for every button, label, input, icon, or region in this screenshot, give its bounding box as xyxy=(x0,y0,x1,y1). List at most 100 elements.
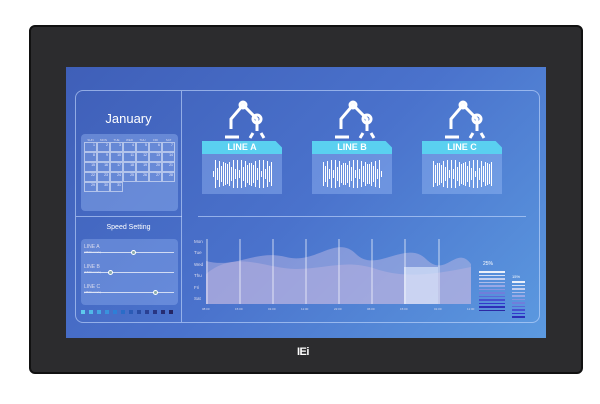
bar xyxy=(364,161,366,187)
calendar-day[interactable]: 3 xyxy=(110,142,123,152)
slider-knob[interactable] xyxy=(108,270,113,275)
calendar-day[interactable]: 19 xyxy=(136,162,149,172)
calendar-day[interactable]: 31 xyxy=(110,182,123,192)
bar xyxy=(436,162,438,186)
gauge-bar xyxy=(512,305,525,307)
slider-knob[interactable] xyxy=(153,290,158,295)
calendar-day[interactable]: 5 xyxy=(136,142,149,152)
calendar-day[interactable]: 1 xyxy=(84,142,97,152)
bar xyxy=(344,162,346,186)
bar xyxy=(482,165,484,183)
calendar-day[interactable]: 29 xyxy=(84,182,97,192)
bar xyxy=(322,161,324,187)
calendar-day[interactable]: 13 xyxy=(149,152,162,162)
speed-slider-2[interactable]: LINE B(1500 mm/s) xyxy=(84,264,174,275)
calendar-day[interactable]: 20 xyxy=(149,162,162,172)
bar xyxy=(236,160,238,188)
calendar-day[interactable]: 18 xyxy=(123,162,136,172)
calendar-day[interactable]: 28 xyxy=(162,172,175,182)
calendar-day[interactable]: 12 xyxy=(136,152,149,162)
bar xyxy=(456,166,458,182)
calendar-day[interactable]: 27 xyxy=(149,172,162,182)
bar xyxy=(460,164,462,184)
gauge-bars xyxy=(479,271,505,311)
speed-slider-3[interactable]: LINE C(4500 mm/s) xyxy=(84,284,174,295)
gauge-bar xyxy=(479,306,505,308)
calendar[interactable]: SUN MON TUE WED THU FRI SAT 1 2 3 4 5 6 7 8 9 10 11 12 13 14… xyxy=(81,134,178,211)
line-unit: LINE B xyxy=(312,99,392,194)
calendar-day[interactable]: 30 xyxy=(97,182,110,192)
bar xyxy=(334,160,336,188)
bar xyxy=(234,169,236,179)
bar xyxy=(368,163,370,185)
calendar-day[interactable]: 9 xyxy=(97,152,110,162)
calendar-day[interactable]: 16 xyxy=(97,162,110,172)
slider-track[interactable] xyxy=(84,292,174,293)
dot xyxy=(137,310,141,314)
calendar-day[interactable]: 6 xyxy=(149,142,162,152)
day-label: Sat xyxy=(194,295,201,301)
calendar-day[interactable]: 23 xyxy=(97,172,110,182)
day-label: Wed xyxy=(194,261,204,267)
bar xyxy=(340,164,342,184)
line-label[interactable]: LINE A xyxy=(202,141,282,154)
calendar-day[interactable]: 17 xyxy=(110,162,123,172)
weekday-label: TUE xyxy=(113,138,120,142)
calendar-day[interactable]: 24 xyxy=(110,172,123,182)
bar xyxy=(214,160,216,188)
dashboard-frame: January SUN MON TUE WED THU FRI SAT 1 2 3 4 5 6 7 8 9 10… xyxy=(75,90,540,323)
bar xyxy=(262,160,264,188)
bar xyxy=(326,160,328,188)
gauge-bar xyxy=(512,302,525,304)
calendar-day[interactable]: 14 xyxy=(162,152,175,162)
dot xyxy=(153,310,157,314)
bar xyxy=(328,169,330,179)
bar xyxy=(258,160,260,188)
bar xyxy=(442,161,444,187)
calendar-day[interactable]: 22 xyxy=(84,172,97,182)
bar xyxy=(228,161,230,187)
robot-arm-icon xyxy=(445,100,486,139)
weekday-label: THU xyxy=(139,138,146,142)
gauge-bar xyxy=(479,274,505,276)
slider-track[interactable] xyxy=(84,252,174,253)
gauge-bar xyxy=(479,271,505,273)
dot xyxy=(97,310,101,314)
bar xyxy=(268,165,270,183)
calendar-day[interactable]: 11 xyxy=(123,152,136,162)
calendar-day[interactable]: 8 xyxy=(84,152,97,162)
gauge-bar xyxy=(479,302,505,304)
line-label[interactable]: LINE B xyxy=(312,141,392,154)
calendar-day[interactable]: 7 xyxy=(162,142,175,152)
calendar-day[interactable]: 21 xyxy=(162,162,175,172)
calendar-day[interactable]: 4 xyxy=(123,142,136,152)
slider-track[interactable] xyxy=(84,272,174,273)
slider-label: LINE B xyxy=(84,264,100,270)
gauge-bar xyxy=(512,281,525,283)
calendar-day[interactable]: 15 xyxy=(84,162,97,172)
speed-slider-1[interactable]: LINE A(3600 mm/s) xyxy=(84,244,174,255)
calendar-day[interactable]: 10 xyxy=(110,152,123,162)
day-label: Fri xyxy=(194,284,200,290)
bar xyxy=(360,160,362,188)
weekday-label: SAT xyxy=(165,138,172,142)
calendar-day[interactable]: 25 xyxy=(123,172,136,182)
bar xyxy=(372,165,374,183)
bar xyxy=(376,168,378,180)
weekday-label: WED xyxy=(126,138,133,142)
bar xyxy=(332,170,334,178)
calendar-day[interactable]: 2 xyxy=(97,142,110,152)
bar xyxy=(226,164,228,184)
bar xyxy=(266,160,268,188)
bar xyxy=(362,166,364,182)
gauge-bar xyxy=(479,281,505,283)
bar xyxy=(370,162,372,186)
gauge-bar xyxy=(479,292,505,294)
gauge-label: 25% xyxy=(483,261,494,267)
bar xyxy=(224,163,226,185)
gauge-bar xyxy=(512,309,525,311)
line-label[interactable]: LINE C xyxy=(422,141,502,154)
calendar-day[interactable]: 26 xyxy=(136,172,149,182)
slider-knob[interactable] xyxy=(130,250,136,255)
bar xyxy=(352,160,354,188)
